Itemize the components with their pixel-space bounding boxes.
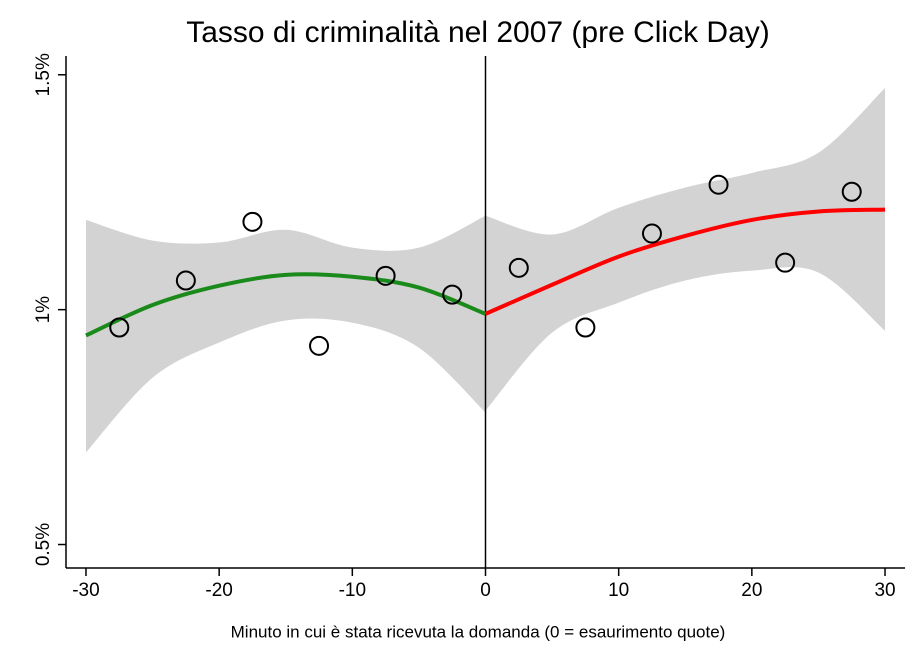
data-point — [175, 270, 196, 291]
data-point — [775, 252, 796, 273]
x-tick-label: -20 — [205, 580, 232, 601]
data-point — [708, 174, 729, 195]
data-point — [575, 317, 596, 338]
data-point — [641, 223, 662, 244]
data-point — [508, 257, 529, 278]
confidence-band — [85, 215, 486, 453]
data-point — [109, 317, 130, 338]
y-tick-label: 1% — [33, 296, 54, 324]
x-tick-label: -10 — [339, 580, 366, 601]
data-point — [309, 335, 330, 356]
chart-title: Tasso di criminalità nel 2007 (pre Click… — [186, 16, 770, 49]
data-point — [375, 265, 396, 286]
x-tick-label: 20 — [741, 580, 762, 601]
x-axis-label: Minuto in cui è stata ricevuta la domand… — [231, 622, 726, 641]
fit-line — [85, 272, 487, 338]
x-tick-label: 0 — [480, 580, 491, 601]
x-tick-label: 10 — [608, 580, 629, 601]
y-tick-label: 0.5% — [33, 523, 54, 566]
data-point — [442, 284, 463, 305]
x-tick-label: -30 — [72, 580, 99, 601]
fit-line — [484, 207, 886, 316]
x-tick-label: 30 — [874, 580, 895, 601]
y-tick-label: 1.5% — [33, 53, 54, 96]
data-point — [841, 181, 862, 202]
confidence-band — [485, 87, 886, 411]
data-point — [242, 211, 263, 232]
